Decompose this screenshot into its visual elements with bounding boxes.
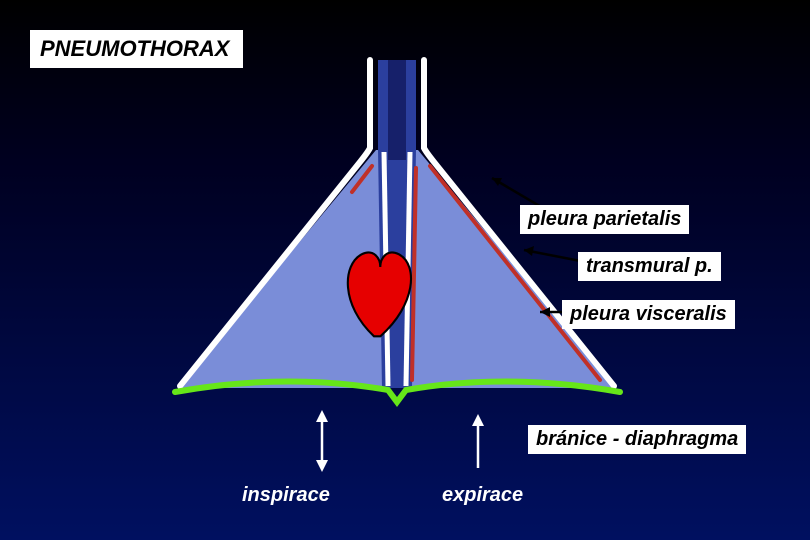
label-expirace: expirace xyxy=(442,484,523,507)
arrow-expirace-up xyxy=(472,414,484,426)
label-transmural-p: transmural p. xyxy=(578,252,721,281)
label-pleura-visceralis: pleura visceralis xyxy=(562,300,735,329)
label-inspirace: inspirace xyxy=(242,484,330,507)
slide-title: PNEUMOTHORAX xyxy=(30,30,243,68)
label-pleura-parietalis: pleura parietalis xyxy=(520,205,689,234)
label-branice-diaphragma: bránice - diaphragma xyxy=(528,425,746,454)
arrow-inspirace-down xyxy=(316,460,328,472)
arrow-inspirace-up xyxy=(316,410,328,422)
leader-transmural-head xyxy=(524,246,534,256)
trachea-inner xyxy=(388,60,406,160)
